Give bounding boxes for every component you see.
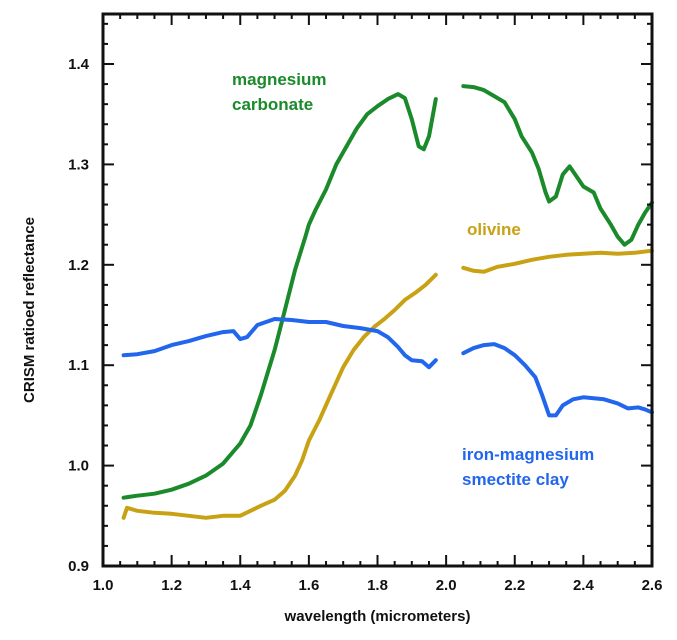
y-tick-label: 1.0 (68, 458, 89, 475)
x-tick-label: 2.0 (436, 577, 457, 594)
annotation-line: smectite clay (462, 470, 569, 489)
annotation-line: magnesium (232, 70, 326, 89)
annotation-line: carbonate (232, 95, 313, 114)
annotation-line: iron-magnesium (462, 445, 594, 464)
series-line-magnesium-carbonate (121, 92, 438, 500)
y-tick-label: 1.2 (68, 257, 89, 274)
ticks-layer (102, 14, 653, 567)
series-layer (121, 84, 654, 520)
series-line-iron-magnesium-smectite-clay (121, 317, 438, 370)
x-tick-label: 1.0 (93, 577, 114, 594)
y-axis-title: CRISM ratioed reflectance (21, 217, 38, 403)
annotation-olivine: olivine (467, 220, 521, 239)
x-tick-label: 2.4 (573, 577, 595, 594)
tick-labels: 1.0 1.2 1.4 1.6 1.8 2.0 2.2 2.4 2.60.91.01.11.21… (68, 56, 662, 594)
annotation-line: olivine (467, 220, 521, 239)
series-line-iron-magnesium-smectite-clay (461, 342, 654, 418)
series-line-olivine (121, 272, 438, 520)
x-tick-label: 1.8 (367, 577, 388, 594)
x-tick-label: 2.6 (642, 577, 663, 594)
series-line-olivine (461, 248, 654, 274)
y-tick-label: 0.9 (68, 558, 89, 575)
x-tick-label: 1.6 (298, 577, 319, 594)
annotation-magnesium-carbonate: magnesium carbonate (232, 70, 326, 114)
y-tick-label: 1.4 (68, 56, 90, 73)
x-tick-label: 1.4 (230, 577, 252, 594)
x-tick-label: 1.2 (161, 577, 182, 594)
y-tick-label: 1.1 (68, 357, 89, 374)
y-tick-label: 1.3 (68, 156, 89, 173)
x-tick-label: 2.2 (504, 577, 525, 594)
annotation-iron-magnesium-smectite-clay: iron-magnesium smectite clay (462, 445, 594, 489)
series-line-magnesium-carbonate (461, 84, 654, 247)
series-annotations: magnesium carbonate olivine iron-magnesium s… (232, 70, 594, 489)
x-axis-title: wavelength (micrometers) (284, 608, 471, 625)
